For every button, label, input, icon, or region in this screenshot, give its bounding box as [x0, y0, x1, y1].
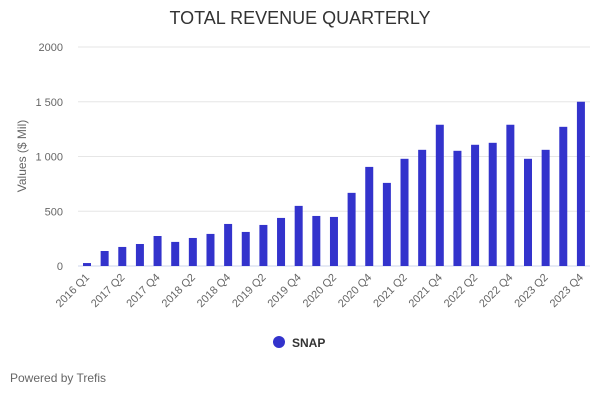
bar [259, 224, 268, 266]
x-tick-label: 2023 Q2 [512, 272, 550, 310]
x-tick-label: 2019 Q4 [265, 272, 303, 310]
x-tick-label: 2020 Q2 [301, 272, 339, 310]
y-tick-label: 2000 [39, 42, 63, 54]
x-tick-label: 2018 Q4 [195, 272, 233, 310]
bar [576, 101, 585, 266]
y-tick-label: 0 [57, 261, 63, 273]
bar [365, 166, 374, 266]
chart-title: TOTAL REVENUE QUARTERLY [169, 8, 431, 28]
x-tick-label: 2016 Q1 [54, 272, 92, 310]
x-tick-label: 2017 Q2 [89, 272, 127, 310]
x-tick-label: 2020 Q4 [336, 272, 374, 310]
powered-by-credit: Powered by Trefis [10, 371, 107, 385]
bar [400, 158, 409, 266]
y-tick-label: 500 [45, 206, 63, 218]
bar [118, 246, 127, 266]
bar [347, 192, 356, 266]
bar [488, 142, 497, 266]
bar [153, 235, 162, 266]
bar [506, 124, 515, 267]
bar [277, 217, 286, 266]
y-axis-label: Values ($ Mil) [15, 120, 29, 192]
bar [188, 237, 197, 266]
bar [435, 124, 444, 267]
x-tick-label: 2017 Q4 [124, 272, 162, 310]
x-tick-label: 2018 Q2 [160, 272, 198, 310]
x-tick-label: 2021 Q2 [371, 272, 409, 310]
x-tick-label: 2019 Q2 [230, 272, 268, 310]
y-tick-label: 1 000 [35, 152, 63, 164]
bar [100, 250, 109, 266]
x-tick-label: 2021 Q4 [407, 272, 445, 310]
x-tick-label: 2022 Q2 [442, 272, 480, 310]
x-tick-label: 2022 Q4 [477, 272, 515, 310]
y-tick-label: 1 500 [35, 97, 63, 109]
bar [241, 231, 250, 266]
bar [135, 243, 144, 266]
legend-marker [273, 336, 285, 348]
bar [329, 216, 338, 266]
bar [559, 126, 568, 266]
bar [418, 149, 427, 266]
bar [224, 223, 233, 266]
bar [524, 158, 532, 266]
bar [294, 205, 303, 266]
bar [171, 241, 180, 266]
bar [471, 144, 480, 266]
bar [541, 149, 550, 266]
x-tick-label: 2023 Q4 [548, 272, 586, 310]
bar [312, 215, 321, 266]
bar [206, 233, 215, 266]
legend-label: SNAP [292, 336, 325, 350]
bar [453, 150, 462, 266]
bar [83, 263, 91, 266]
bar [382, 182, 391, 266]
